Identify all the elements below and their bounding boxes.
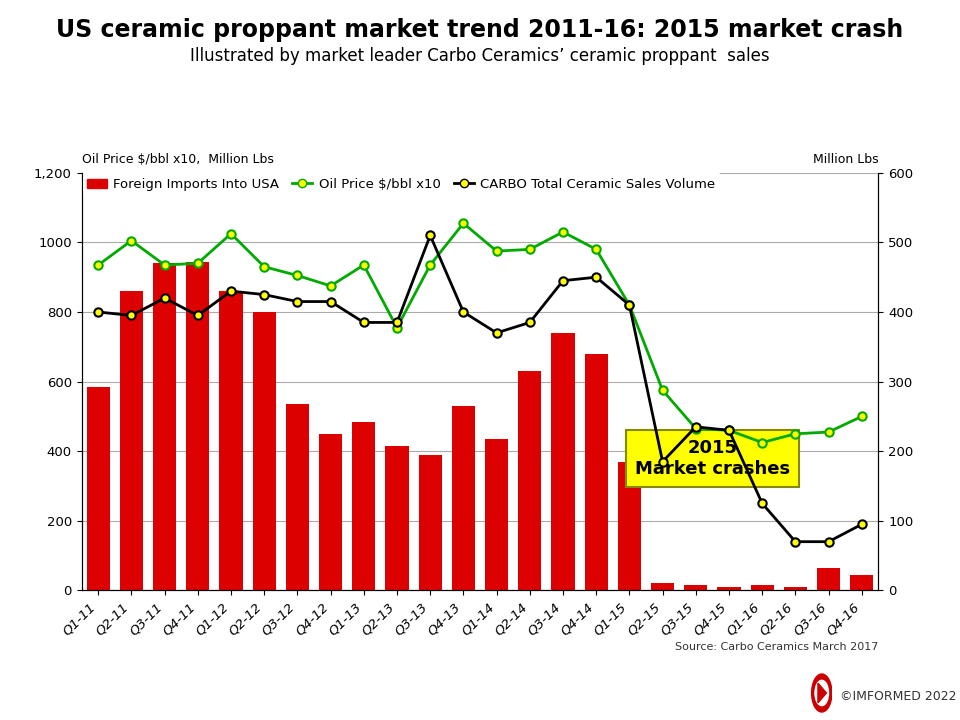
Bar (385, 446, 409, 590)
Legend: Foreign Imports Into USA, Oil Price $/bbl x10, CARBO Total Ceramic Sales Volume: Foreign Imports Into USA, Oil Price $/bb… (82, 173, 721, 197)
Text: ©IMFORMED 2022  |  imformed.com: ©IMFORMED 2022 | imformed.com (840, 689, 960, 702)
Bar (717, 587, 740, 590)
Text: Illustrated by market leader Carbo Ceramics’ ceramic proppant  sales: Illustrated by market leader Carbo Ceram… (190, 47, 770, 65)
Bar (186, 261, 209, 590)
Bar (751, 585, 774, 590)
Bar (551, 333, 575, 590)
Circle shape (811, 674, 832, 712)
Bar (419, 455, 442, 590)
Text: 2015
Market crashes: 2015 Market crashes (635, 438, 790, 477)
Bar (153, 264, 177, 590)
Bar (120, 291, 143, 590)
Bar (585, 354, 608, 590)
Text: Source: Carbo Ceramics March 2017: Source: Carbo Ceramics March 2017 (675, 642, 878, 652)
Bar (817, 568, 840, 590)
Bar (783, 587, 807, 590)
Bar (352, 422, 375, 590)
Bar (220, 291, 243, 590)
Bar (286, 404, 309, 590)
Text: US ceramic proppant market trend 2011-16: 2015 market crash: US ceramic proppant market trend 2011-16… (57, 18, 903, 42)
Bar (86, 387, 109, 590)
Bar (452, 406, 475, 590)
Bar (252, 312, 276, 590)
Bar (518, 372, 541, 590)
Bar (684, 585, 708, 590)
Text: Million Lbs: Million Lbs (813, 153, 878, 166)
Bar (651, 583, 674, 590)
Bar (319, 433, 342, 590)
Text: Oil Price $/bbl x10,  Million Lbs: Oil Price $/bbl x10, Million Lbs (82, 153, 274, 166)
Bar (485, 439, 508, 590)
Polygon shape (818, 683, 827, 703)
Bar (851, 575, 874, 590)
Circle shape (815, 680, 828, 706)
Bar (618, 462, 641, 590)
